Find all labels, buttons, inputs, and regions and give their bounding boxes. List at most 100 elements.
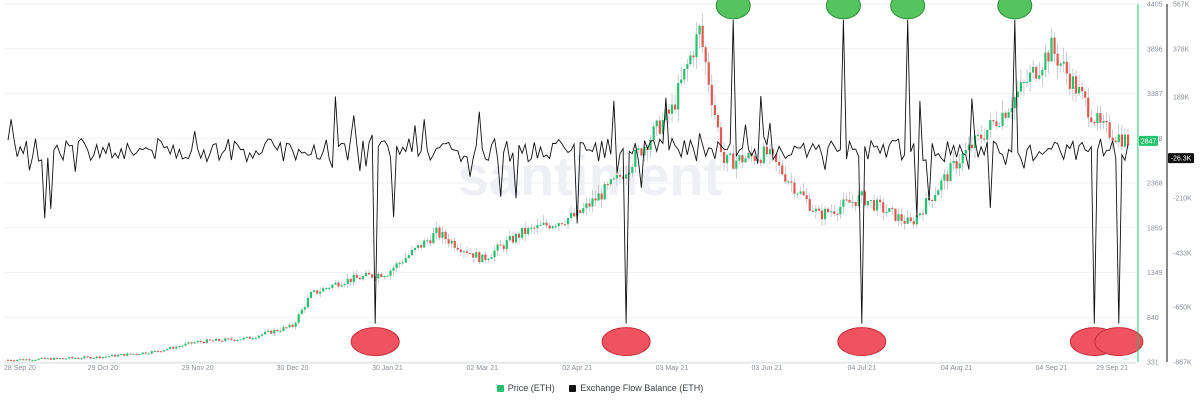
candle-body — [389, 270, 392, 276]
candle-body — [392, 267, 395, 271]
candle-body — [444, 231, 447, 240]
candle-body — [591, 198, 594, 207]
candle-body — [995, 121, 998, 127]
inflow-marker — [997, 0, 1033, 20]
candle-body — [254, 337, 257, 339]
candle-body — [1032, 66, 1035, 73]
candle-body — [1117, 134, 1120, 143]
candle-body — [28, 359, 31, 361]
legend-item-flow[interactable]: Exchange Flow Balance (ETH) — [569, 383, 703, 393]
candle-body — [334, 282, 337, 285]
candle-body — [563, 224, 567, 226]
candle-body — [322, 288, 325, 292]
candle-body — [1028, 72, 1032, 82]
candle-body — [860, 191, 863, 196]
candle-body — [606, 184, 609, 186]
candle-body — [371, 274, 374, 278]
candle-body — [447, 239, 450, 244]
left-axis-tick: 840 — [1147, 315, 1159, 322]
candle-body — [172, 346, 175, 349]
candle-body — [692, 55, 695, 58]
candle-body — [811, 210, 814, 212]
candle-body — [493, 250, 496, 258]
candle-body — [1096, 113, 1099, 124]
candle-body — [429, 240, 432, 244]
candle-body — [65, 358, 68, 360]
value-badges: 2847 -26.3K — [1139, 135, 1194, 164]
candle-body — [557, 223, 560, 227]
legend-swatch-flow — [569, 384, 577, 392]
candle-body — [242, 337, 245, 340]
candle-body — [897, 214, 900, 221]
right-axis-tick: 567K — [1173, 2, 1190, 9]
candle-body — [1099, 113, 1102, 123]
candle-body — [199, 340, 202, 342]
candle-body — [1050, 37, 1053, 62]
candle-body — [964, 149, 967, 154]
legend-label-price: Price (ETH) — [507, 383, 555, 393]
candle-body — [214, 338, 218, 341]
candle-body — [355, 274, 358, 278]
candle-body — [343, 283, 346, 286]
candle-body — [698, 25, 701, 35]
candle-body — [46, 358, 49, 360]
candle-body — [921, 213, 925, 215]
candle-body — [802, 191, 805, 196]
candle-body — [517, 233, 521, 238]
candle-body — [1105, 120, 1108, 123]
left-axis-tick: 2368 — [1147, 181, 1163, 188]
candle-body — [882, 202, 885, 213]
candle-body — [924, 198, 928, 215]
left-axis-tick: 4405 — [1147, 2, 1163, 9]
right-axis-tick: -210K — [1173, 196, 1192, 203]
candle-body — [13, 360, 16, 362]
candle-body — [77, 358, 80, 360]
candle-body — [729, 153, 732, 155]
candle-body — [1080, 86, 1084, 92]
candle-body — [866, 200, 869, 206]
candle-body — [432, 233, 435, 244]
candle-body — [288, 324, 291, 328]
candle-body — [833, 211, 836, 214]
candle-body — [71, 357, 74, 359]
x-axis-tick: 30 Dec 20 — [277, 365, 309, 372]
x-axis-tick: 03 May 21 — [656, 365, 689, 372]
candle-body — [820, 210, 824, 220]
candle-body — [227, 338, 230, 340]
candle-body — [245, 336, 248, 338]
candle-body — [358, 277, 362, 280]
candle-body — [184, 343, 187, 346]
candle-body — [796, 193, 799, 195]
watermark: santiment — [458, 144, 723, 207]
candle-body — [193, 342, 196, 344]
candle-body — [603, 184, 606, 200]
x-axis-tick: 30 Jan 21 — [372, 365, 403, 372]
candle-body — [983, 138, 986, 140]
candle-body — [132, 353, 135, 355]
candle-body — [875, 199, 879, 211]
candle-body — [361, 276, 365, 280]
candle-body — [1038, 75, 1041, 79]
candle-body — [279, 330, 282, 332]
candle-body — [224, 338, 227, 342]
candle-body — [967, 144, 970, 150]
candle-body — [487, 258, 490, 260]
left-axis-tick: 1349 — [1147, 270, 1163, 277]
candle-body — [842, 199, 845, 207]
candle-body — [799, 191, 802, 194]
candle-body — [851, 202, 854, 204]
candle-body — [294, 322, 297, 327]
left-axis-tick: 331 — [1147, 360, 1159, 367]
right-axis-tick: -650K — [1173, 305, 1192, 312]
candle-body — [768, 149, 772, 155]
candle-body — [208, 339, 212, 341]
candle-body — [221, 340, 224, 342]
candle-body — [741, 155, 744, 163]
candle-body — [340, 285, 343, 287]
legend-item-price[interactable]: Price (ETH) — [496, 383, 555, 393]
candle-body — [92, 357, 95, 359]
legend-label-flow: Exchange Flow Balance (ETH) — [580, 383, 704, 393]
candle-body — [9, 359, 13, 361]
candle-body — [885, 211, 888, 213]
candle-body — [674, 104, 677, 110]
